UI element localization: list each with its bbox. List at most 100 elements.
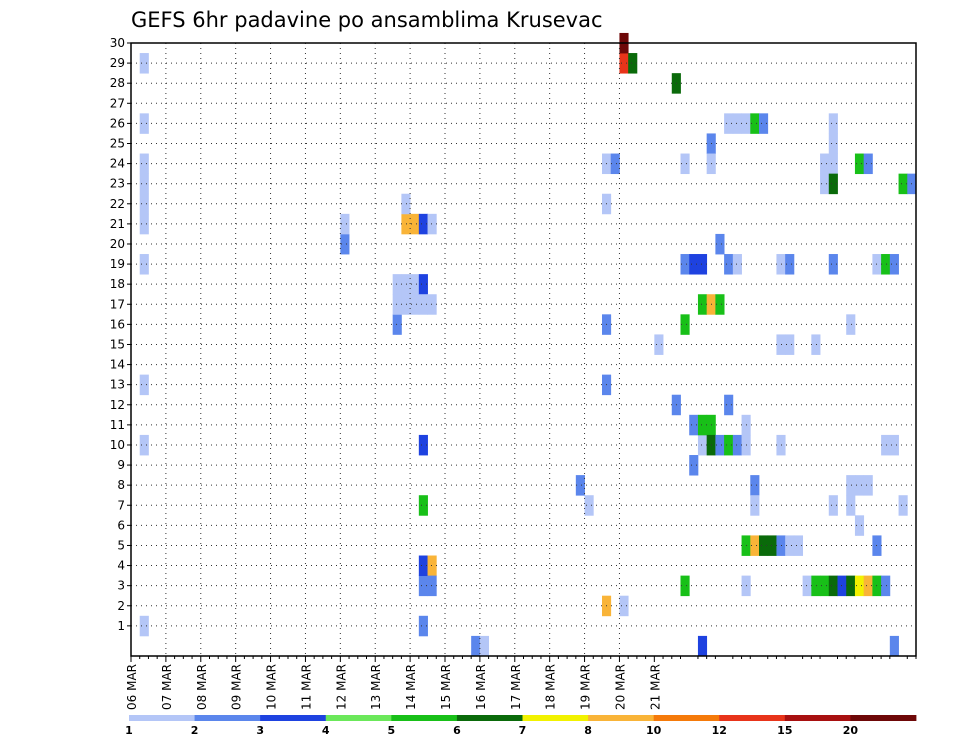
data-cell bbox=[854, 475, 865, 496]
data-cell bbox=[689, 414, 699, 436]
data-cell bbox=[863, 153, 873, 175]
y-tick-label: 23 bbox=[110, 177, 125, 191]
y-tick-label: 8 bbox=[117, 478, 125, 492]
colorbar-tick-label: 2 bbox=[191, 724, 199, 737]
data-cell bbox=[418, 213, 428, 235]
data-cell bbox=[401, 193, 411, 215]
x-tick-label: 11 MAR bbox=[299, 664, 313, 710]
y-tick-label: 6 bbox=[117, 518, 125, 532]
y-tick-label: 20 bbox=[110, 237, 125, 251]
y-tick-label: 3 bbox=[117, 579, 125, 593]
data-cell bbox=[863, 475, 873, 496]
x-tick-label: 20 MAR bbox=[613, 664, 627, 710]
chart-title: GEFS 6hr padavine po ansamblima Krusevac bbox=[131, 8, 603, 32]
y-tick-label: 22 bbox=[110, 197, 125, 211]
y-tick-label: 26 bbox=[110, 116, 125, 130]
data-cell bbox=[689, 254, 699, 275]
data-cell bbox=[680, 254, 690, 275]
colorbar-tick-label: 3 bbox=[256, 724, 264, 737]
plot-frame bbox=[130, 42, 917, 657]
colorbar-tick-label: 20 bbox=[843, 724, 859, 737]
x-tick-label: 10 MAR bbox=[265, 664, 279, 710]
data-cell bbox=[619, 53, 629, 74]
y-tick-label: 12 bbox=[110, 398, 125, 412]
data-cell bbox=[340, 213, 350, 235]
data-cell bbox=[898, 495, 908, 516]
data-cell bbox=[410, 274, 420, 295]
data-cell bbox=[785, 334, 795, 355]
data-cell bbox=[828, 173, 838, 195]
y-tick-label: 21 bbox=[110, 217, 125, 231]
x-tick-label: 18 MAR bbox=[544, 664, 558, 710]
data-cell bbox=[846, 314, 856, 335]
data-cell bbox=[410, 213, 420, 235]
data-cell bbox=[759, 535, 769, 556]
y-tick-label: 1 bbox=[117, 619, 125, 633]
y-tick-label: 15 bbox=[110, 337, 125, 351]
y-tick-label: 9 bbox=[117, 458, 125, 472]
colorbar-tick-label: 1 bbox=[125, 724, 133, 737]
data-cell bbox=[401, 274, 411, 295]
y-tick-label: 5 bbox=[117, 538, 125, 552]
data-cell bbox=[767, 535, 777, 556]
data-cell bbox=[401, 294, 411, 315]
data-cell bbox=[750, 535, 760, 556]
data-cell bbox=[846, 475, 856, 496]
x-tick-label: 07 MAR bbox=[160, 664, 174, 710]
data-cell bbox=[139, 193, 149, 215]
colorbar-tick-label: 6 bbox=[453, 724, 461, 737]
data-cell bbox=[785, 254, 795, 275]
colorbar-tick-label: 5 bbox=[388, 724, 396, 737]
data-cell bbox=[427, 555, 437, 577]
data-cell bbox=[471, 635, 481, 657]
x-tick-label: 14 MAR bbox=[404, 664, 418, 710]
data-cell bbox=[427, 294, 437, 315]
colorbar-tick-label: 15 bbox=[777, 724, 792, 737]
colorbar-swatch bbox=[129, 715, 195, 721]
colorbar-tick-label: 8 bbox=[584, 724, 592, 737]
data-cell bbox=[820, 153, 830, 175]
data-cell bbox=[418, 495, 428, 516]
y-tick-label: 7 bbox=[117, 498, 125, 512]
colorbar: 1 2 3 4 5 6 7 8 10 12 15 20 bbox=[125, 715, 917, 737]
data-cell bbox=[732, 254, 742, 275]
data-cell bbox=[881, 254, 891, 275]
data-cell bbox=[732, 434, 742, 456]
data-cell bbox=[418, 274, 428, 295]
x-tick-label: 17 MAR bbox=[509, 664, 523, 710]
data-cell bbox=[680, 575, 690, 597]
data-cell bbox=[392, 314, 402, 335]
data-cell bbox=[802, 575, 812, 597]
data-cell bbox=[811, 575, 821, 597]
data-cell bbox=[418, 575, 428, 597]
colorbar-swatch bbox=[522, 715, 589, 721]
y-tick-label: 16 bbox=[110, 317, 125, 331]
data-cell bbox=[697, 254, 708, 275]
data-cell bbox=[697, 414, 708, 436]
y-tick-label: 11 bbox=[110, 418, 125, 432]
data-cell bbox=[837, 575, 847, 597]
data-cell bbox=[584, 495, 594, 516]
data-cell bbox=[889, 635, 899, 657]
y-axis-ticks: 1234567891011121314151617181920212223242… bbox=[110, 36, 131, 633]
data-cell bbox=[793, 535, 804, 556]
data-cell bbox=[139, 434, 149, 456]
data-cell bbox=[654, 334, 664, 355]
data-cell bbox=[881, 434, 891, 456]
data-cell bbox=[750, 113, 760, 134]
colorbar-swatch bbox=[391, 715, 458, 721]
y-tick-label: 27 bbox=[110, 96, 125, 110]
data-cell bbox=[785, 535, 795, 556]
y-tick-label: 10 bbox=[110, 438, 125, 452]
data-cell bbox=[820, 575, 830, 597]
data-cell bbox=[811, 334, 821, 355]
data-cell bbox=[427, 213, 437, 235]
data-cell bbox=[889, 434, 899, 456]
data-cell bbox=[732, 113, 742, 134]
data-cell bbox=[697, 434, 708, 456]
data-cell bbox=[715, 434, 725, 456]
data-cell bbox=[139, 374, 149, 396]
colorbar-swatch bbox=[325, 715, 392, 721]
data-cell bbox=[619, 595, 629, 617]
data-cell bbox=[139, 254, 149, 275]
